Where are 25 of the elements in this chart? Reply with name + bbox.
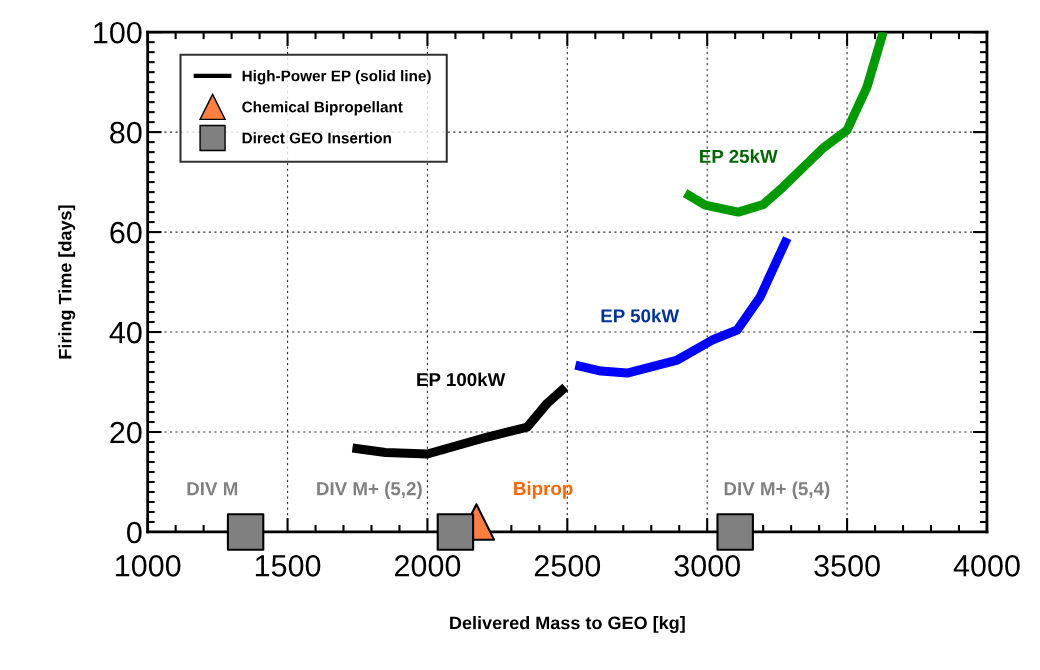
annotation: DIV M+ (5,2) [317, 481, 422, 500]
legend-label: Direct GEO Insertion [242, 132, 391, 144]
y-tick-label: 60 [110, 221, 142, 244]
y-tick-label: 20 [110, 421, 142, 444]
annotation: EP 25kW [700, 149, 778, 163]
legend-label: High-Power EP (solid line) [242, 70, 431, 85]
annotation: DIV M+ (5,4) [724, 481, 830, 500]
y-tick-label: 0 [127, 521, 142, 544]
x-tick-label: 3500 [814, 555, 880, 577]
legend-label: Chemical Bipropellant [242, 101, 403, 116]
annotation: DIV M [187, 482, 238, 496]
annotation: Biprop [514, 481, 573, 499]
x-tick-label: 2500 [534, 555, 601, 577]
annotation: EP 50kW [601, 308, 680, 323]
annotation: EP 100kW [417, 372, 506, 387]
y-tick-label: 80 [110, 121, 142, 144]
x-axis-title: Delivered Mass to GEO [kg] [450, 616, 685, 633]
y-axis-title: Firing Time [days] [58, 205, 76, 359]
y-tick-label: 40 [109, 321, 142, 344]
y-tick-label: 100 [94, 21, 142, 44]
x-tick-label: 4000 [953, 555, 1020, 577]
x-tick-label: 1500 [255, 555, 321, 577]
x-tick-label: 3000 [674, 555, 740, 577]
x-tick-label: 2000 [394, 555, 461, 577]
x-tick-label: 1000 [116, 555, 181, 577]
